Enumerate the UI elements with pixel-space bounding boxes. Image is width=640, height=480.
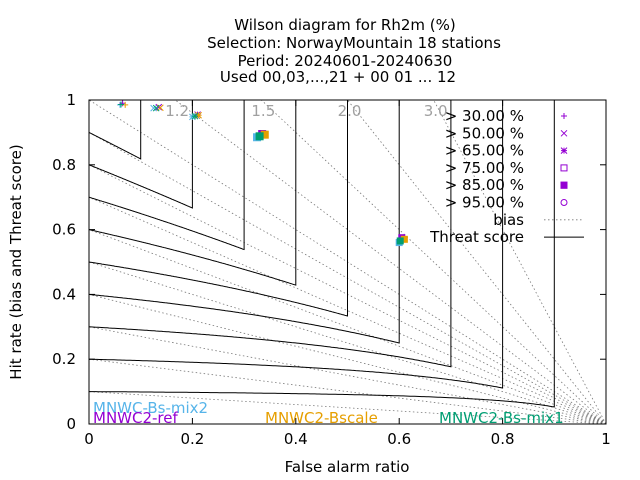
threat-score-curve <box>89 100 193 209</box>
title-line-1: Wilson diagram for Rh2m (%) <box>234 16 455 34</box>
series-label: MNWC-Bs-mix2 <box>93 399 208 417</box>
data-point <box>150 104 157 112</box>
bias-line <box>89 358 606 424</box>
data-point <box>189 113 196 121</box>
title-line-3: Period: 20240601-20240630 <box>238 52 453 70</box>
data-points <box>117 100 408 247</box>
threat-score-curve <box>89 100 142 160</box>
bias-line <box>261 100 606 424</box>
legend-symbol-fill <box>560 181 568 189</box>
series-label: MNWC2-Bs-mix1 <box>439 409 564 427</box>
legend-label: > 85.00 % <box>445 176 524 194</box>
bias-line <box>433 100 606 424</box>
x-tick-label: 0.4 <box>284 430 308 448</box>
threat-score-curve <box>89 100 555 408</box>
legend-symbol <box>560 199 568 206</box>
bias-line <box>89 229 606 424</box>
legend-label: > 65.00 % <box>445 142 524 160</box>
chart-title: Wilson diagram for Rh2m (%) Selection: N… <box>207 16 501 86</box>
bias-label: 2.0 <box>338 102 362 120</box>
y-tick-label: 0.4 <box>52 285 76 303</box>
y-tick-label: 0.2 <box>52 350 76 368</box>
x-tick-label: 0.6 <box>387 430 411 448</box>
series-label: MNWC2-Bscale <box>265 409 378 427</box>
data-point <box>396 237 404 245</box>
legend-label: Threat score <box>429 228 524 246</box>
legend-label: > 30.00 % <box>445 107 524 125</box>
threat-score-curve <box>89 100 297 286</box>
title-line-4: Used 00,03,...,21 + 00 01 ... 12 <box>220 68 456 86</box>
data-point <box>118 101 125 108</box>
legend-label: > 50.00 % <box>445 124 524 142</box>
data-point-fill <box>255 132 264 141</box>
plot-frame <box>88 99 607 425</box>
bias-labels: 1.2 1.5 2.0 3.0 <box>165 102 447 120</box>
legend-label: bias <box>493 211 524 229</box>
legend-label: > 95.00 % <box>445 194 524 212</box>
axis-ticks: 0 0.2 0.4 0.6 0.8 1 0 0.2 0.4 0.6 0.8 1 <box>52 91 611 448</box>
threat-score-curve <box>89 100 348 317</box>
threat-score-curve <box>89 100 400 344</box>
threat-score-curve <box>89 100 452 368</box>
legend-symbol <box>560 129 568 137</box>
legend-symbol <box>561 113 567 119</box>
x-tick-label: 0.8 <box>491 430 515 448</box>
x-tick-label: 1 <box>601 430 611 448</box>
y-axis-label: Hit rate (bias and Threat score) <box>7 144 25 379</box>
threat-score-curve <box>89 100 504 389</box>
legend-label: > 75.00 % <box>445 159 524 177</box>
bias-label: 1.2 <box>165 102 189 120</box>
legend-symbol <box>560 164 568 172</box>
threat-score-curve <box>89 100 245 251</box>
bias-label: 1.5 <box>251 102 275 120</box>
x-tick-label: 0 <box>84 430 94 448</box>
legend-symbol <box>560 147 568 154</box>
bias-label: 3.0 <box>424 102 448 120</box>
legend: > 30.00 %> 50.00 %> 65.00 %> 75.00 %> 85… <box>429 107 584 246</box>
data-point <box>191 112 199 120</box>
data-point <box>152 104 160 112</box>
bias-line <box>347 100 606 424</box>
y-tick-label: 0 <box>66 415 76 433</box>
data-point <box>195 111 202 119</box>
title-line-2: Selection: NorwayMountain 18 stations <box>207 34 501 52</box>
bias-line <box>174 100 606 424</box>
y-tick-label: 0.8 <box>52 156 76 174</box>
y-tick-label: 1 <box>66 91 76 109</box>
series-label: MNWC2-ref <box>93 409 178 427</box>
threat-score-curves <box>89 100 555 408</box>
y-tick-label: 0.6 <box>52 221 76 239</box>
x-axis-label: False alarm ratio <box>285 458 410 476</box>
x-tick-label: 0.2 <box>180 430 204 448</box>
